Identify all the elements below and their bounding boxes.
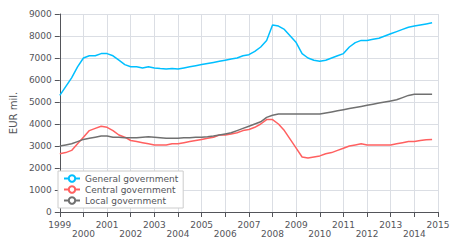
svg-text:2003: 2003: [143, 220, 166, 230]
svg-text:2012: 2012: [356, 229, 379, 239]
svg-text:9000: 9000: [29, 9, 52, 19]
svg-text:7000: 7000: [29, 53, 52, 63]
svg-text:2000: 2000: [29, 163, 52, 173]
svg-text:2010: 2010: [308, 229, 331, 239]
svg-text:2004: 2004: [167, 229, 190, 239]
svg-text:6000: 6000: [29, 75, 52, 85]
svg-text:2001: 2001: [96, 220, 119, 230]
svg-text:EUR mil.: EUR mil.: [8, 92, 19, 134]
svg-text:2011: 2011: [332, 220, 355, 230]
svg-text:3000: 3000: [29, 141, 52, 151]
svg-text:4000: 4000: [29, 119, 52, 129]
svg-text:2002: 2002: [119, 229, 142, 239]
svg-text:2009: 2009: [285, 220, 308, 230]
svg-text:2013: 2013: [379, 220, 402, 230]
svg-text:1000: 1000: [29, 185, 52, 195]
svg-text:2014: 2014: [403, 229, 426, 239]
svg-text:Central government: Central government: [85, 185, 176, 195]
svg-text:5000: 5000: [29, 97, 52, 107]
svg-text:General government: General government: [85, 174, 179, 184]
svg-text:2005: 2005: [190, 220, 213, 230]
svg-text:2008: 2008: [261, 229, 284, 239]
svg-text:0: 0: [46, 207, 52, 217]
svg-text:2006: 2006: [214, 229, 237, 239]
svg-text:2015: 2015: [427, 220, 450, 230]
svg-text:1999: 1999: [48, 220, 71, 230]
svg-text:Local government: Local government: [85, 196, 167, 206]
svg-text:2007: 2007: [237, 220, 260, 230]
svg-text:8000: 8000: [29, 31, 52, 41]
svg-text:2000: 2000: [72, 229, 95, 239]
